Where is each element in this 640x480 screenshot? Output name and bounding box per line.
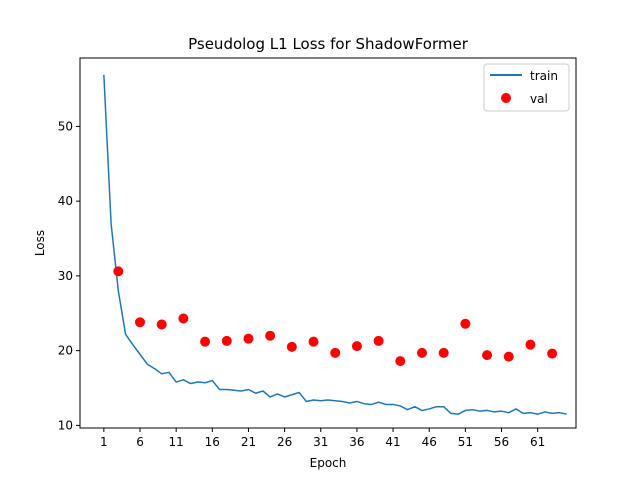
val-point	[525, 339, 536, 350]
val-series	[113, 266, 558, 367]
val-point	[113, 266, 124, 277]
val-point	[265, 330, 276, 341]
val-point	[416, 347, 427, 358]
legend-val-label: val	[530, 92, 548, 106]
val-point	[243, 333, 254, 344]
y-tick-label: 30	[58, 269, 73, 283]
train-line	[103, 74, 567, 415]
plot-area	[80, 58, 576, 428]
legend: train val	[483, 63, 570, 112]
val-point	[330, 347, 341, 358]
val-point	[200, 336, 211, 347]
val-point	[395, 356, 406, 367]
chart-title: Pseudolog L1 Loss for ShadowFormer	[188, 35, 469, 53]
x-tick-label: 26	[277, 435, 292, 449]
val-point	[156, 319, 167, 330]
train-series	[103, 74, 567, 415]
y-tick-label: 50	[58, 119, 73, 133]
val-point	[482, 350, 493, 361]
x-tick-label: 41	[385, 435, 400, 449]
val-point	[221, 335, 232, 346]
legend-val-swatch	[501, 93, 511, 103]
val-point	[135, 317, 146, 328]
val-point	[460, 318, 471, 329]
val-point	[286, 341, 297, 352]
x-ticks: 1 6 11 16 21 26 31 36 41 46 51 56 61	[100, 428, 545, 449]
x-tick-label: 6	[136, 435, 144, 449]
x-tick-label: 21	[241, 435, 256, 449]
y-tick-label: 20	[58, 344, 73, 358]
val-point	[351, 341, 362, 352]
x-tick-label: 11	[169, 435, 184, 449]
x-tick-label: 61	[530, 435, 545, 449]
x-axis-label: Epoch	[310, 456, 347, 470]
x-tick-label: 31	[313, 435, 328, 449]
x-tick-label: 56	[494, 435, 509, 449]
x-tick-label: 51	[458, 435, 473, 449]
val-point	[178, 313, 189, 324]
x-tick-label: 1	[100, 435, 108, 449]
val-point	[308, 336, 319, 347]
val-point	[547, 348, 558, 359]
plot-frame	[79, 57, 577, 429]
y-tick-label: 10	[58, 418, 73, 432]
val-point	[438, 347, 449, 358]
val-point	[503, 351, 514, 362]
y-ticks: 10 20 30 40 50	[58, 119, 80, 432]
y-axis-label: Loss	[33, 230, 47, 256]
val-point	[373, 335, 384, 346]
x-tick-label: 16	[205, 435, 220, 449]
legend-train-label: train	[530, 69, 558, 83]
x-tick-label: 36	[349, 435, 364, 449]
x-tick-label: 46	[422, 435, 437, 449]
y-tick-label: 40	[58, 194, 73, 208]
